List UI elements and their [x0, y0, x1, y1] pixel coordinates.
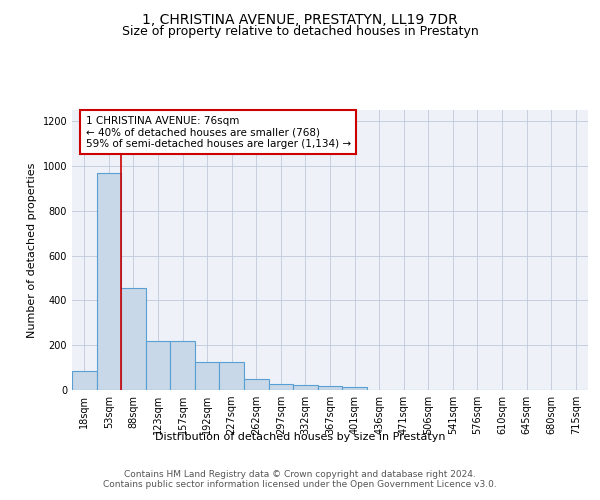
Text: Contains HM Land Registry data © Crown copyright and database right 2024.
Contai: Contains HM Land Registry data © Crown c…: [103, 470, 497, 490]
Bar: [121, 288, 146, 390]
Text: Distribution of detached houses by size in Prestatyn: Distribution of detached houses by size …: [155, 432, 445, 442]
Bar: [195, 362, 220, 390]
Text: 1, CHRISTINA AVENUE, PRESTATYN, LL19 7DR: 1, CHRISTINA AVENUE, PRESTATYN, LL19 7DR: [142, 12, 458, 26]
Y-axis label: Number of detached properties: Number of detached properties: [27, 162, 37, 338]
Text: Size of property relative to detached houses in Prestatyn: Size of property relative to detached ho…: [122, 25, 478, 38]
Bar: [269, 384, 293, 390]
Bar: [220, 362, 244, 390]
Bar: [342, 388, 367, 390]
Bar: [318, 386, 342, 390]
Text: 1 CHRISTINA AVENUE: 76sqm
← 40% of detached houses are smaller (768)
59% of semi: 1 CHRISTINA AVENUE: 76sqm ← 40% of detac…: [86, 116, 350, 149]
Bar: [146, 341, 170, 390]
Bar: [244, 379, 269, 390]
Bar: [72, 371, 97, 390]
Bar: [97, 172, 121, 390]
Bar: [293, 385, 318, 390]
Bar: [170, 341, 195, 390]
